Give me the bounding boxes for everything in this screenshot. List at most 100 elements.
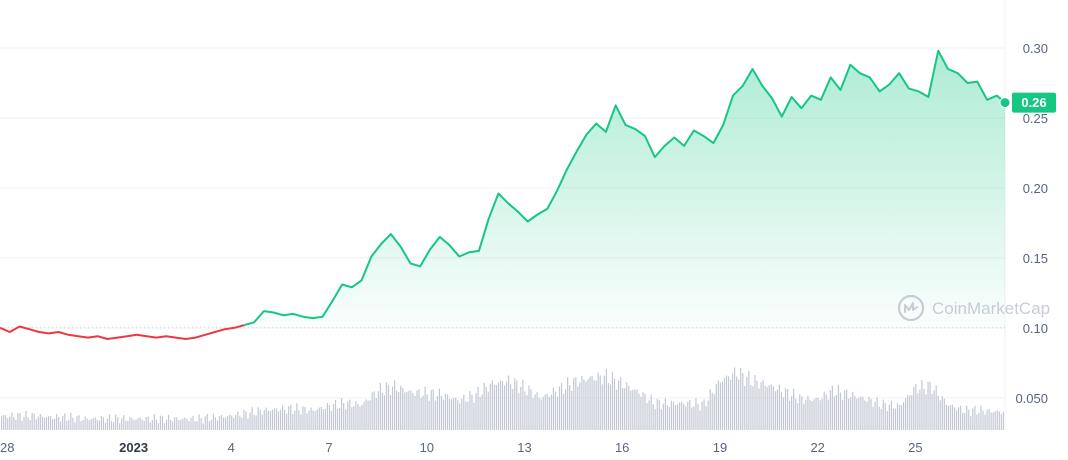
volume-bar bbox=[868, 396, 870, 430]
volume-bar bbox=[693, 406, 695, 430]
x-tick-label: 10 bbox=[420, 440, 434, 455]
volume-bar bbox=[664, 398, 666, 430]
volume-bar bbox=[658, 400, 660, 430]
volume-bar bbox=[845, 389, 848, 430]
volume-bar bbox=[648, 400, 650, 430]
volume-bar bbox=[298, 410, 300, 430]
volume-bar bbox=[45, 417, 48, 430]
volume-bar bbox=[194, 421, 196, 430]
volume-bar bbox=[599, 375, 601, 430]
volume-bar bbox=[27, 417, 29, 430]
volume-bar bbox=[345, 409, 347, 430]
volume-bar bbox=[607, 383, 609, 430]
volume-bar bbox=[760, 382, 762, 430]
volume-bar bbox=[530, 389, 532, 430]
volume-bar bbox=[94, 417, 96, 430]
x-tick-label: 16 bbox=[615, 440, 629, 455]
volume-bar bbox=[218, 415, 221, 430]
volume-bar bbox=[964, 413, 966, 430]
volume-bar bbox=[497, 382, 500, 430]
volume-bar bbox=[330, 410, 333, 430]
volume-bar bbox=[831, 385, 833, 430]
volume-bar bbox=[361, 405, 363, 430]
volume-bar bbox=[729, 379, 732, 430]
volume-bar bbox=[420, 397, 422, 430]
volume-bar bbox=[41, 416, 43, 430]
volume-bar bbox=[485, 386, 487, 430]
volume-bar bbox=[921, 380, 923, 430]
volume-bar bbox=[332, 404, 335, 430]
volume-bar bbox=[261, 414, 263, 430]
volume-bar bbox=[157, 423, 160, 430]
volume-bar bbox=[273, 408, 276, 430]
volume-bar bbox=[216, 420, 219, 430]
volume-bar bbox=[668, 406, 671, 430]
x-axis-ticks: 28 2023 4 7 10 13 16 19 22 25 bbox=[0, 440, 923, 455]
volume-bar bbox=[672, 401, 675, 430]
volume-bar bbox=[850, 397, 852, 430]
volume-bar bbox=[88, 420, 90, 430]
volume-bar bbox=[784, 388, 787, 430]
volume-bar bbox=[738, 379, 740, 430]
volume-bar bbox=[467, 401, 469, 430]
volume-bar bbox=[652, 404, 654, 430]
volume-bar bbox=[550, 394, 552, 430]
volume-bar bbox=[365, 399, 367, 430]
price-area-fill bbox=[244, 50, 1006, 328]
volume-bar bbox=[355, 401, 357, 430]
coinmarketcap-logo-icon bbox=[897, 294, 925, 322]
volume-bar bbox=[143, 420, 145, 430]
volume-bar bbox=[825, 394, 827, 430]
volume-bar bbox=[62, 415, 64, 430]
volume-bar bbox=[108, 414, 111, 430]
volume-bar bbox=[532, 398, 534, 430]
volume-bar bbox=[393, 380, 396, 430]
volume-bar bbox=[92, 418, 94, 430]
volume-bar bbox=[925, 394, 927, 430]
volume-bar bbox=[538, 397, 540, 430]
volume-bar bbox=[998, 411, 1000, 430]
volume-bar bbox=[780, 391, 783, 430]
volume-bar bbox=[434, 400, 436, 430]
volume-bar bbox=[829, 390, 831, 430]
volume-bar bbox=[510, 384, 512, 430]
volume-bar bbox=[835, 395, 838, 430]
volume-bar bbox=[227, 416, 229, 430]
volume-bar bbox=[650, 394, 652, 430]
volume-bar bbox=[78, 415, 80, 430]
volume-bar bbox=[805, 399, 807, 430]
volume-bar bbox=[438, 388, 440, 430]
volume-bar bbox=[516, 380, 518, 430]
volume-bar bbox=[436, 396, 438, 430]
volume-bar bbox=[801, 396, 803, 430]
volume-bar bbox=[9, 416, 11, 430]
volume-bar bbox=[750, 385, 752, 430]
volume-bar bbox=[202, 423, 204, 430]
volume-bar bbox=[630, 390, 632, 430]
volume-bar bbox=[398, 391, 400, 430]
volume-bar bbox=[565, 389, 567, 430]
volume-bar bbox=[764, 385, 766, 430]
volume-bar bbox=[556, 396, 559, 430]
volume-bar bbox=[976, 414, 978, 430]
volume-bar bbox=[970, 416, 972, 430]
volume-bar bbox=[854, 395, 856, 430]
volume-bar bbox=[475, 392, 477, 430]
volume-bar bbox=[587, 379, 589, 430]
volume-bar bbox=[886, 411, 888, 430]
volume-bar bbox=[656, 398, 658, 430]
volume-bar bbox=[64, 413, 66, 430]
volume-bar bbox=[391, 386, 394, 430]
volume-bar bbox=[915, 384, 917, 430]
volume-bar bbox=[544, 394, 546, 430]
volume-bar bbox=[39, 413, 41, 430]
volume-bar bbox=[322, 409, 324, 430]
volume-bar bbox=[856, 398, 858, 430]
volume-bar bbox=[937, 395, 939, 430]
volume-bar bbox=[644, 393, 646, 430]
x-tick-label: 22 bbox=[810, 440, 824, 455]
volume-bar bbox=[53, 418, 56, 430]
volume-bar bbox=[269, 411, 271, 430]
volume-bar bbox=[632, 390, 634, 430]
volume-bar bbox=[501, 381, 504, 430]
